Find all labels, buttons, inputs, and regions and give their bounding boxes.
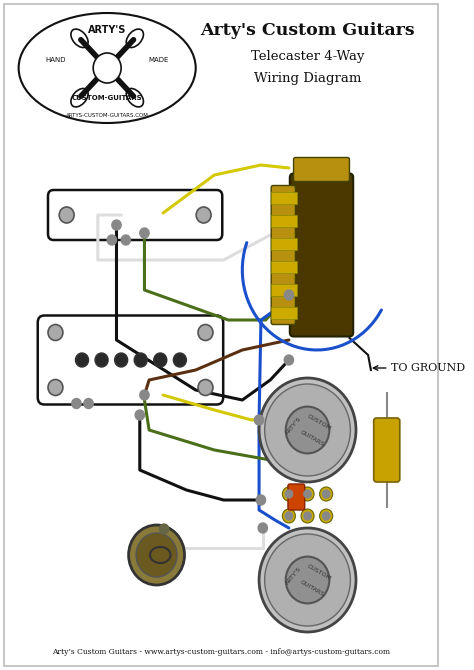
Circle shape [107,235,117,245]
Circle shape [286,407,329,454]
Text: Arty’s Custom Guitars - www.artys-custom-guitars.com - info@artys-custom-guitars: Arty’s Custom Guitars - www.artys-custom… [52,648,390,656]
Ellipse shape [18,13,196,123]
Circle shape [322,512,330,520]
FancyBboxPatch shape [293,157,349,182]
Circle shape [84,399,93,409]
FancyBboxPatch shape [48,190,222,240]
FancyBboxPatch shape [290,174,353,336]
FancyBboxPatch shape [374,418,400,482]
Bar [271,261,297,273]
Circle shape [256,495,265,505]
Circle shape [134,353,147,367]
Text: CUSTOM: CUSTOM [306,413,332,431]
Bar [271,306,297,318]
Circle shape [286,557,329,604]
Text: TO GROUND: TO GROUND [374,363,465,373]
Circle shape [196,207,211,223]
Circle shape [322,490,330,498]
Circle shape [140,228,149,238]
Circle shape [258,523,267,533]
Circle shape [198,379,213,395]
Circle shape [159,524,169,534]
FancyBboxPatch shape [271,186,295,324]
Circle shape [264,384,350,476]
Circle shape [301,487,314,501]
Circle shape [255,415,264,425]
Circle shape [284,290,293,300]
Text: GUITARS: GUITARS [299,429,325,447]
Text: GUITARS: GUITARS [299,579,325,597]
Circle shape [304,512,311,520]
Text: ARTY'S: ARTY'S [285,416,302,436]
Circle shape [259,378,356,482]
Circle shape [140,390,149,400]
Circle shape [304,490,311,498]
Circle shape [48,379,63,395]
Circle shape [72,399,81,409]
Bar [271,237,297,249]
Bar [271,283,297,295]
Circle shape [285,490,292,498]
Ellipse shape [126,88,144,107]
Circle shape [319,509,333,523]
Circle shape [95,353,108,367]
Circle shape [259,528,356,632]
Text: Arty's Custom Guitars: Arty's Custom Guitars [200,22,415,39]
Circle shape [154,353,167,367]
Circle shape [264,534,350,626]
Text: CUSTOM-GUITARS: CUSTOM-GUITARS [72,95,143,101]
Ellipse shape [126,29,144,48]
Circle shape [285,512,292,520]
Circle shape [301,509,314,523]
FancyBboxPatch shape [38,316,223,405]
Circle shape [283,487,295,501]
Circle shape [48,324,63,340]
Text: Wiring Diagram: Wiring Diagram [254,72,361,85]
Circle shape [115,353,128,367]
Circle shape [59,207,74,223]
FancyBboxPatch shape [288,484,305,510]
Text: MADE: MADE [148,57,169,63]
Circle shape [319,487,333,501]
Ellipse shape [71,88,88,107]
Circle shape [198,324,213,340]
Circle shape [121,235,130,245]
Text: HAND: HAND [46,57,66,63]
Circle shape [112,220,121,230]
Text: ARTY'S: ARTY'S [285,566,302,586]
Circle shape [93,53,121,83]
Bar [271,214,297,226]
Circle shape [75,353,89,367]
Text: CUSTOM: CUSTOM [306,563,332,581]
Bar [271,192,297,204]
Text: Telecaster 4-Way: Telecaster 4-Way [251,50,365,63]
Text: ARTYS-CUSTOM-GUITARS.COM: ARTYS-CUSTOM-GUITARS.COM [66,113,149,117]
Text: ARTY'S: ARTY'S [88,25,127,35]
Circle shape [284,355,293,365]
Circle shape [128,525,184,585]
Ellipse shape [71,29,88,48]
Circle shape [173,353,186,367]
Circle shape [283,509,295,523]
Circle shape [135,410,145,420]
Circle shape [136,533,177,577]
